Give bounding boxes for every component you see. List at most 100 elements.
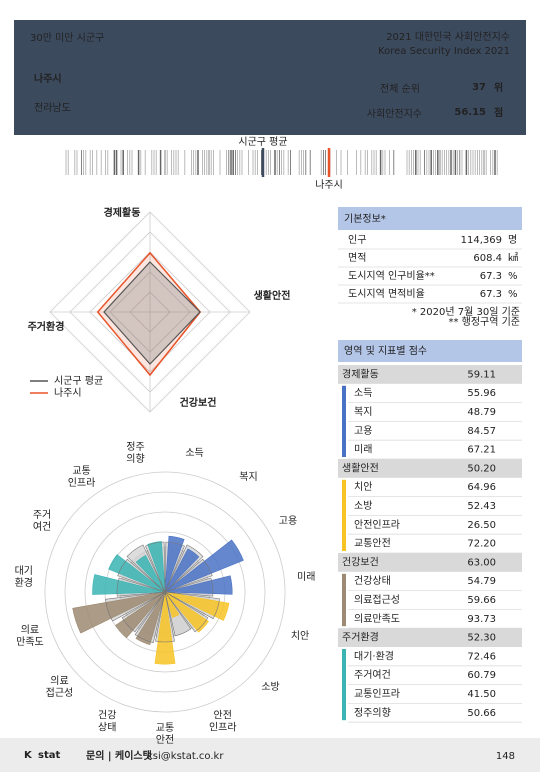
rose-label: 대기 환경 (15, 565, 33, 589)
radar-label: 건강보건 (180, 396, 217, 409)
rank-unit: 위 (494, 81, 503, 94)
item-score: 60.79 (467, 670, 496, 681)
item-score: 93.73 (467, 614, 496, 625)
domain-score: 52.30 (467, 633, 496, 644)
rose-label-line: 접근성 (46, 687, 74, 699)
domain-color-bar (342, 573, 346, 627)
item-name: 주거여건 (354, 669, 391, 681)
rose-label-line: 인프라 (209, 722, 237, 734)
item-name: 안전인프라 (354, 519, 400, 531)
item-score: 52.43 (467, 501, 496, 512)
item-score: 54.79 (467, 576, 496, 587)
page-number: 148 (496, 751, 515, 762)
rose-label-line: 상태 (98, 722, 116, 734)
rose-wedge (164, 591, 230, 621)
domain-name: 주거환경 (342, 631, 379, 644)
rose-wedge (108, 554, 166, 593)
radar-label: 생활안전 (254, 289, 291, 302)
rose-average-outline (164, 591, 209, 633)
info-title: 기본정보* (344, 213, 386, 225)
rose-label: 안전 인프라 (209, 710, 237, 734)
rose-average-outline (164, 591, 220, 620)
rose-average-outline (155, 591, 175, 643)
rose-average-outline (164, 577, 214, 597)
rose-average-outline (164, 541, 185, 593)
report-title: 2021 대한민국 사회안전지수 (386, 31, 510, 43)
rose-wedge (147, 541, 166, 593)
info-label: 도시지역 면적비율 (348, 288, 425, 300)
rose-label-line: 건강 (98, 710, 116, 722)
item-score: 72.46 (467, 651, 496, 662)
info-note: ** 행정구역 기준 (448, 316, 520, 328)
rose-label: 치안 (291, 630, 309, 642)
index-value: 56.15 (454, 107, 486, 118)
item-name: 고용 (354, 425, 372, 437)
rose-label: 교통 인프라 (68, 465, 96, 489)
rose-ring (64, 491, 266, 693)
city-marker-label: 나주시 (315, 179, 343, 191)
item-score: 84.57 (467, 426, 496, 437)
rank-label: 전체 순위 (380, 82, 420, 95)
item-score: 64.96 (467, 482, 496, 493)
rose-wedge (72, 591, 166, 634)
item-score: 50.66 (467, 708, 496, 719)
domain-color-bar (342, 385, 346, 457)
rose-label-line: 안전 (156, 734, 174, 746)
info-value: 608.4 (473, 253, 502, 264)
rose-label-line: 의료 (50, 675, 68, 687)
rose-wedge (164, 535, 185, 593)
rose-label-line: 의료 (21, 624, 39, 636)
rose-label: 미래 (297, 571, 315, 583)
rose-wedge (115, 591, 166, 639)
group-label: 30만 미만 시군구 (30, 32, 104, 44)
item-name: 대기·환경 (354, 649, 394, 662)
item-score: 67.21 (467, 445, 496, 456)
rose-average-outline (164, 591, 192, 637)
rose-label-line: 교통 (72, 465, 90, 477)
rose-average-outline (134, 591, 166, 644)
rose-label: 건강 상태 (98, 710, 116, 734)
rose-label-line: 복지 (239, 471, 257, 483)
domain-color-bar (342, 479, 346, 551)
scores-title-bar (338, 340, 522, 362)
item-score: 72.20 (467, 539, 496, 550)
radar-label: 경제활동 (104, 206, 141, 219)
info-label: 도시지역 인구비율** (348, 270, 435, 282)
rose-label-line: 치안 (291, 630, 309, 642)
rose-label: 소득 (185, 447, 203, 459)
index-unit: 점 (494, 107, 503, 119)
item-name: 치안 (354, 481, 372, 493)
item-score: 48.79 (467, 407, 496, 418)
legend-label: 시군구 평균 (54, 375, 103, 387)
item-score: 59.66 (467, 595, 496, 606)
rose-wedge (164, 548, 200, 593)
rose-label: 정주 의향 (126, 441, 144, 465)
item-score: 26.50 (467, 520, 496, 531)
average-marker-label: 시군구 평균 (238, 136, 287, 148)
info-value: 67.3 (480, 271, 502, 282)
rose-label-line: 소득 (185, 447, 203, 459)
info-label: 면적 (348, 252, 366, 264)
item-score: 55.96 (467, 388, 496, 399)
info-unit: % (508, 271, 518, 282)
domain-row (338, 628, 522, 647)
rose-label: 복지 (239, 471, 257, 483)
item-name: 교통안전 (354, 538, 391, 550)
info-unit: ㎢ (508, 252, 518, 264)
rose-label-line: 여건 (33, 521, 51, 533)
footer-band (0, 738, 540, 772)
rose-label: 의료 만족도 (16, 624, 44, 648)
footer-contact: 문의 | 케이스탯 (86, 749, 152, 762)
domain-name: 생활안전 (342, 461, 379, 474)
rose-average-outline (121, 591, 166, 633)
rose-average-outline (145, 541, 166, 593)
rose-average-outline (164, 558, 213, 593)
province-name: 전라남도 (34, 102, 71, 114)
rose-label-line: 교통 (156, 722, 174, 734)
rose-label-line: 안전 (214, 710, 232, 722)
rose-label-line: 소방 (261, 681, 279, 693)
domain-name: 건강보건 (342, 556, 379, 568)
rose-wedge (154, 591, 176, 665)
legend-label: 나주시 (54, 387, 82, 399)
